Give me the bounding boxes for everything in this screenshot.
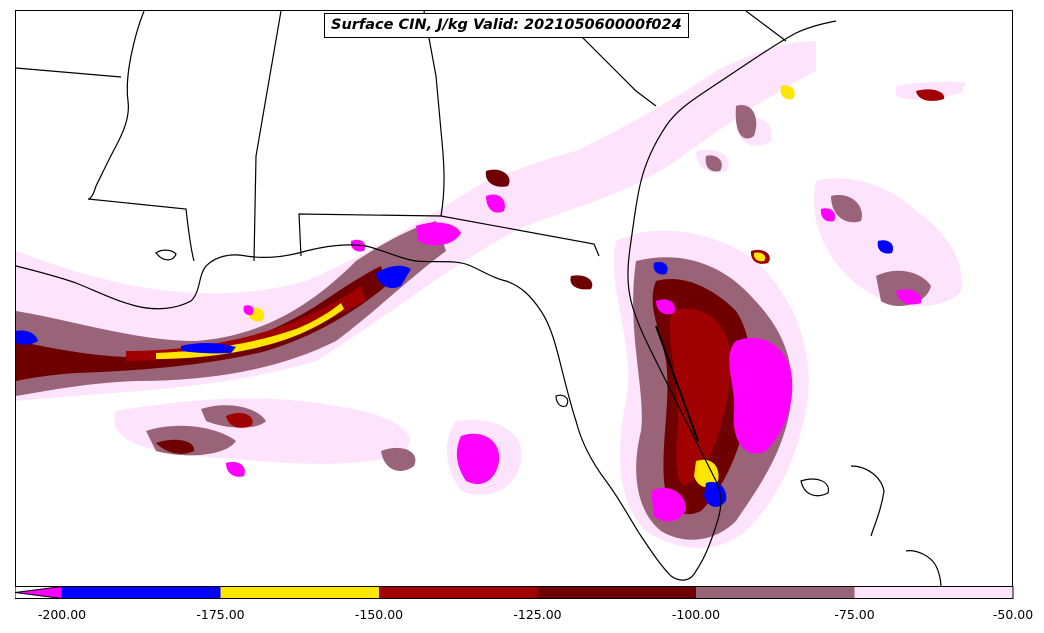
coastlines	[16, 20, 942, 586]
cin-field-magenta	[226, 194, 922, 522]
cross-section-line	[655, 325, 699, 442]
colorbar-extend-min	[15, 586, 63, 600]
colorbar-tick-label: -100.00	[671, 607, 721, 622]
colorbar-tick-label: -175.00	[196, 607, 245, 622]
colorbar-segments	[15, 586, 1013, 600]
colorbar-tick-label: -75.00	[834, 607, 875, 622]
colorbar-outline	[15, 586, 1014, 599]
colorbar-tick-label: -50.00	[992, 607, 1034, 622]
colorbar-segment-1	[220, 586, 379, 599]
state-borders	[16, 11, 787, 262]
map-title: Surface CIN, J/kg Valid: 202105060000f02…	[324, 13, 689, 38]
cin-field-blue	[16, 240, 894, 508]
colorbar-segment-3	[537, 586, 696, 599]
map-panel	[15, 10, 1013, 587]
colorbar-segment-2	[379, 586, 538, 599]
colorbar-segment-5	[854, 586, 1013, 599]
colorbar-tick-label: -200.00	[37, 607, 87, 622]
colorbar-segment-0	[62, 586, 221, 599]
cin-map	[16, 11, 966, 586]
cin-field-yellow	[156, 85, 795, 488]
colorbar-segment-4	[696, 586, 855, 599]
colorbar-tick-label: -125.00	[513, 607, 562, 622]
colorbar-tick-label: -150.00	[354, 607, 404, 622]
colorbar	[15, 586, 1014, 600]
